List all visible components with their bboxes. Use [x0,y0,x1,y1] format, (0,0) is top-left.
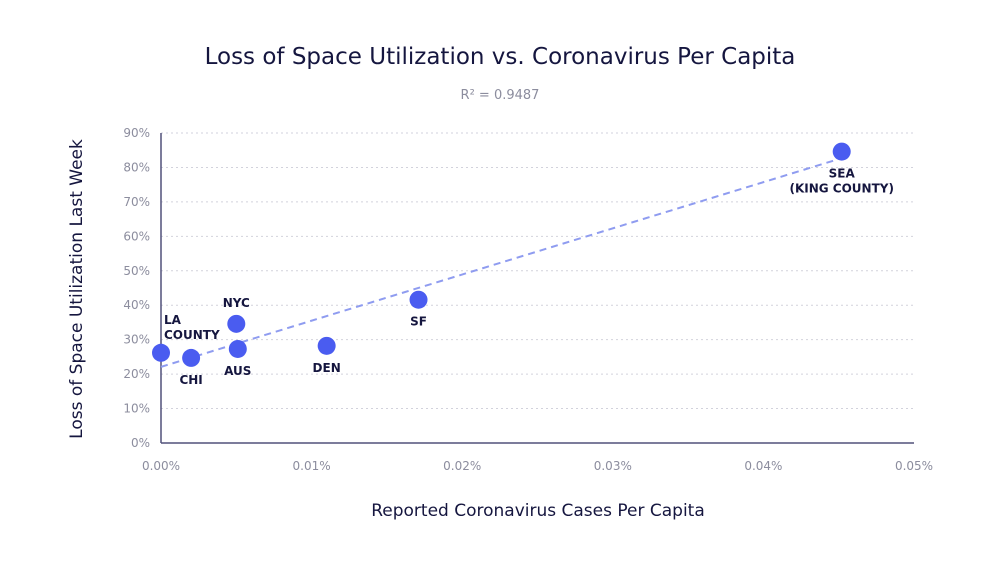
y-tick-label: 10% [123,402,150,416]
data-point-label: DEN [313,361,341,375]
data-point-label: AUS [224,364,251,378]
data-point-label: COUNTY [164,328,220,342]
y-tick-label: 0% [131,436,150,450]
data-point-label: SF [410,315,427,329]
data-point [227,314,246,333]
data-point [317,336,336,355]
data-point [832,142,851,161]
data-point-label: SEA [829,167,856,181]
x-tick-label: 0.04% [744,459,782,473]
x-axis-title: Reported Coronavirus Cases Per Capita [371,501,705,521]
gridlines [161,132,914,410]
data-point-label: CHI [179,373,202,387]
y-tick-label: 20% [123,367,150,381]
y-tick-label: 60% [123,229,150,243]
y-tick-label: 80% [123,160,150,174]
x-tick-label: 0.00% [142,459,180,473]
x-tick-label: 0.02% [443,459,481,473]
y-tick-labels: 0% 10% 20% 30% 40% 50% 60% 70% 80% 90% [123,126,150,450]
trendline [160,158,838,368]
y-tick-label: 40% [123,298,150,312]
data-point [182,348,201,367]
data-point [152,343,170,362]
chart-title: Loss of Space Utilization vs. Coronaviru… [205,44,796,70]
chart-subtitle: R² = 0.9487 [461,88,540,103]
y-axis-title: Loss of Space Utilization Last Week [67,139,87,439]
data-point-label: NYC [223,296,250,310]
x-tick-label: 0.03% [594,459,632,473]
y-tick-label: 30% [123,333,150,347]
data-points [152,142,851,367]
data-point-label: LA [164,313,182,327]
x-tick-labels: 0.00% 0.01% 0.02% 0.03% 0.04% 0.05% [142,459,933,473]
y-tick-label: 70% [123,195,150,209]
data-point-label: (KING COUNTY) [789,182,893,196]
y-tick-label: 90% [123,126,150,140]
data-point [409,290,428,309]
x-tick-label: 0.05% [895,459,933,473]
data-point [228,339,247,358]
x-tick-label: 0.01% [293,459,331,473]
y-tick-label: 50% [123,264,150,278]
